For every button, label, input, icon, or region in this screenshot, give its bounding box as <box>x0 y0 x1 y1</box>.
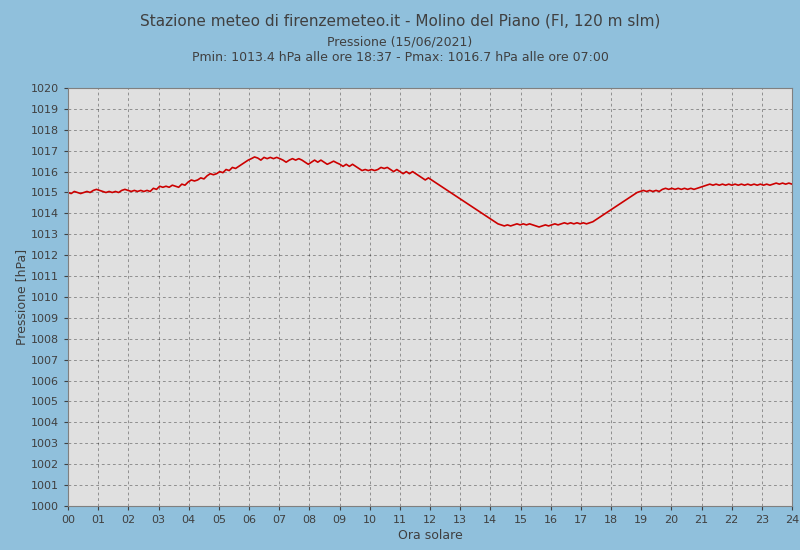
Text: Pmin: 1013.4 hPa alle ore 18:37 - Pmax: 1016.7 hPa alle ore 07:00: Pmin: 1013.4 hPa alle ore 18:37 - Pmax: … <box>191 51 609 64</box>
Text: Pressione (15/06/2021): Pressione (15/06/2021) <box>327 36 473 49</box>
Y-axis label: Pressione [hPa]: Pressione [hPa] <box>15 249 28 345</box>
Text: Stazione meteo di firenzemeteo.it - Molino del Piano (FI, 120 m slm): Stazione meteo di firenzemeteo.it - Moli… <box>140 14 660 29</box>
X-axis label: Ora solare: Ora solare <box>398 529 462 542</box>
